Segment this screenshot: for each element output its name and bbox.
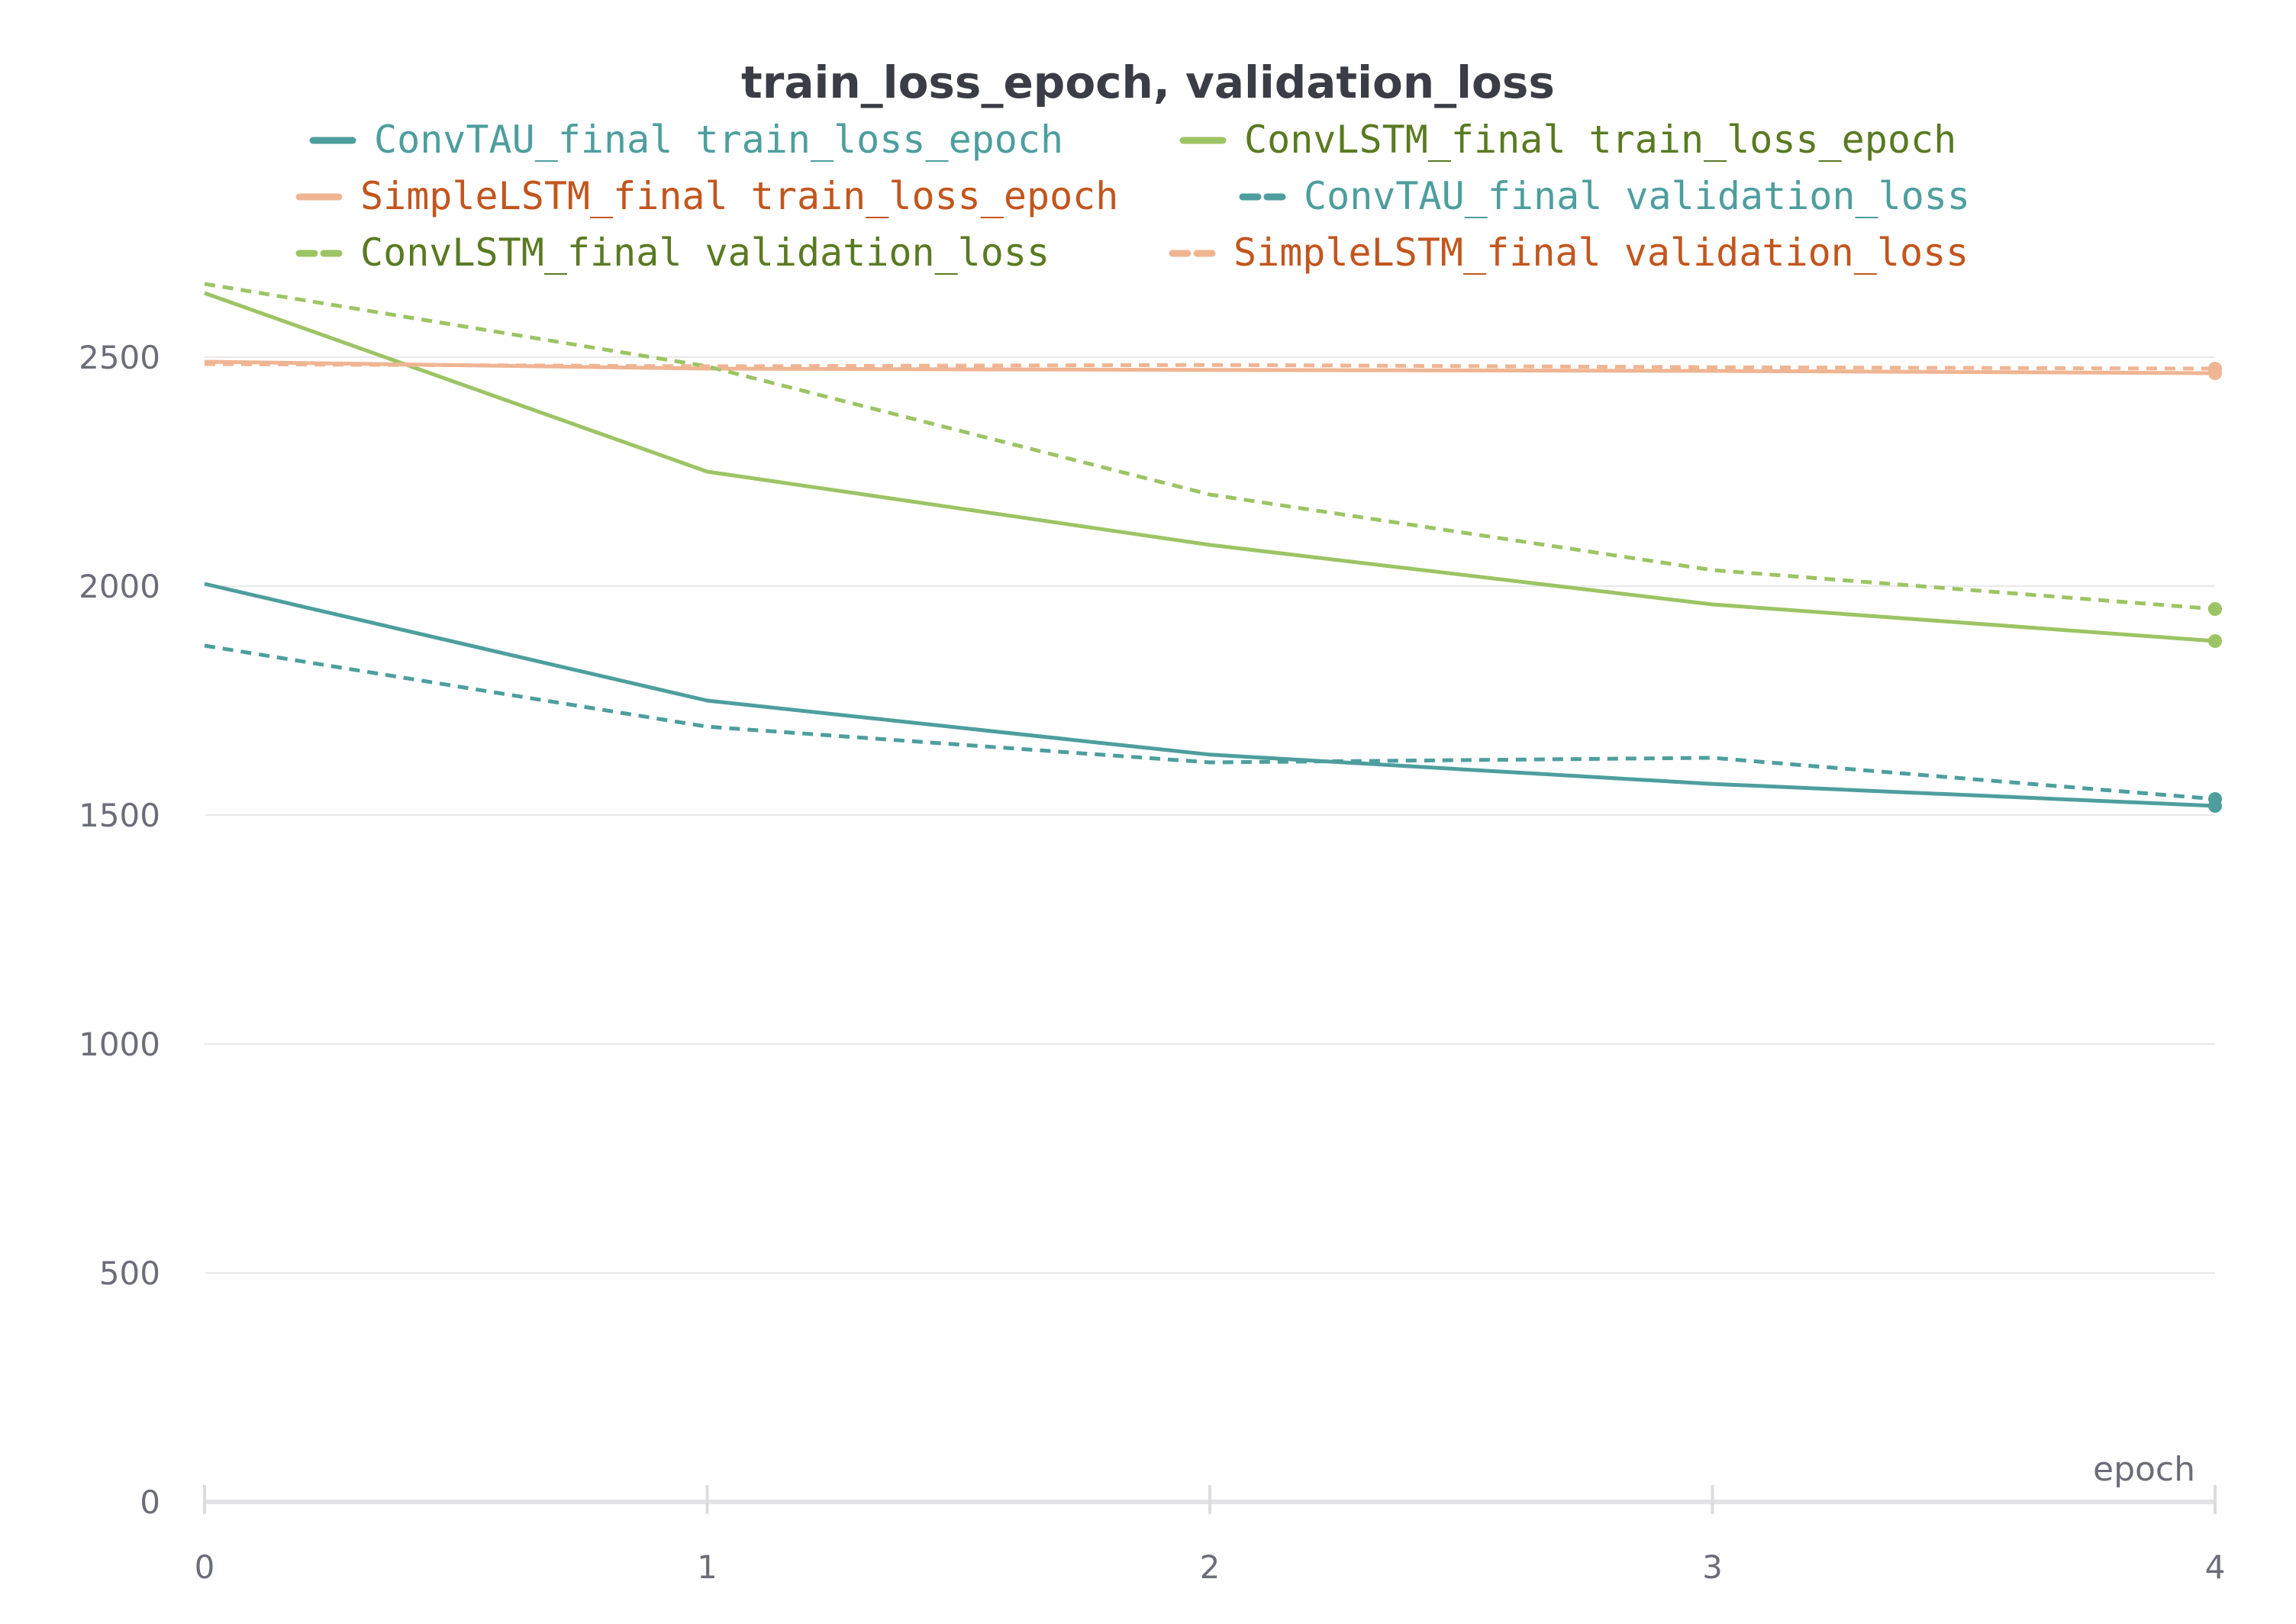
series-line-3 xyxy=(204,643,2216,801)
y-tick-label: 1000 xyxy=(79,1026,160,1063)
legend-label: ConvLSTM_final validation_loss xyxy=(360,230,1050,275)
legend-item-1[interactable]: ConvLSTM_final train_loss_epoch xyxy=(1179,118,1956,162)
x-tick-label: 1 xyxy=(697,1548,718,1586)
legend-item-2[interactable]: SimpleLSTM_final train_loss_epoch xyxy=(295,174,1118,218)
axes: 0 1 2 3 4 xyxy=(195,1485,2226,1586)
legend-label: ConvTAU_final train_loss_epoch xyxy=(374,118,1063,162)
x-tick-label: 2 xyxy=(1200,1548,1221,1586)
y-tick-label: 500 xyxy=(99,1255,160,1292)
grid: 0 500 1000 1500 2000 2500 xyxy=(79,339,2215,1521)
legend-label: SimpleLSTM_final train_loss_epoch xyxy=(360,174,1118,218)
y-tick-label: 2500 xyxy=(79,339,160,376)
legend-label: ConvTAU_final validation_loss xyxy=(1304,174,1970,218)
legend-item-0[interactable]: ConvTAU_final train_loss_epoch xyxy=(309,118,1063,162)
series-line-0 xyxy=(204,582,2216,808)
series-line-4 xyxy=(204,282,2216,611)
x-axis-title: epoch xyxy=(2093,1450,2195,1489)
x-tick-label: 3 xyxy=(1702,1548,1723,1586)
series-group xyxy=(204,282,2222,813)
y-tick-label: 0 xyxy=(140,1484,160,1521)
series-end-marker-1 xyxy=(2208,634,2222,648)
series-end-marker-3 xyxy=(2208,792,2222,806)
legend-item-5[interactable]: SimpleLSTM_final validation_loss xyxy=(1169,230,1969,275)
y-tick-label: 2000 xyxy=(79,568,160,605)
legend: ConvTAU_final train_loss_epoch ConvLSTM_f… xyxy=(295,118,1970,275)
legend-item-4[interactable]: ConvLSTM_final validation_loss xyxy=(295,230,1050,275)
x-tick-label: 0 xyxy=(195,1548,215,1586)
x-tick-label: 4 xyxy=(2205,1548,2226,1586)
legend-item-3[interactable]: ConvTAU_final validation_loss xyxy=(1239,174,1970,218)
legend-label: ConvLSTM_final train_loss_epoch xyxy=(1244,118,1956,162)
series-end-marker-5 xyxy=(2208,362,2222,375)
y-tick-label: 1500 xyxy=(79,797,160,834)
series-end-marker-4 xyxy=(2208,602,2222,616)
series-line-5 xyxy=(204,362,2216,371)
series-line-1 xyxy=(204,291,2216,643)
chart-title: train_loss_epoch, validation_loss xyxy=(741,56,1555,108)
legend-label: SimpleLSTM_final validation_loss xyxy=(1233,230,1969,275)
